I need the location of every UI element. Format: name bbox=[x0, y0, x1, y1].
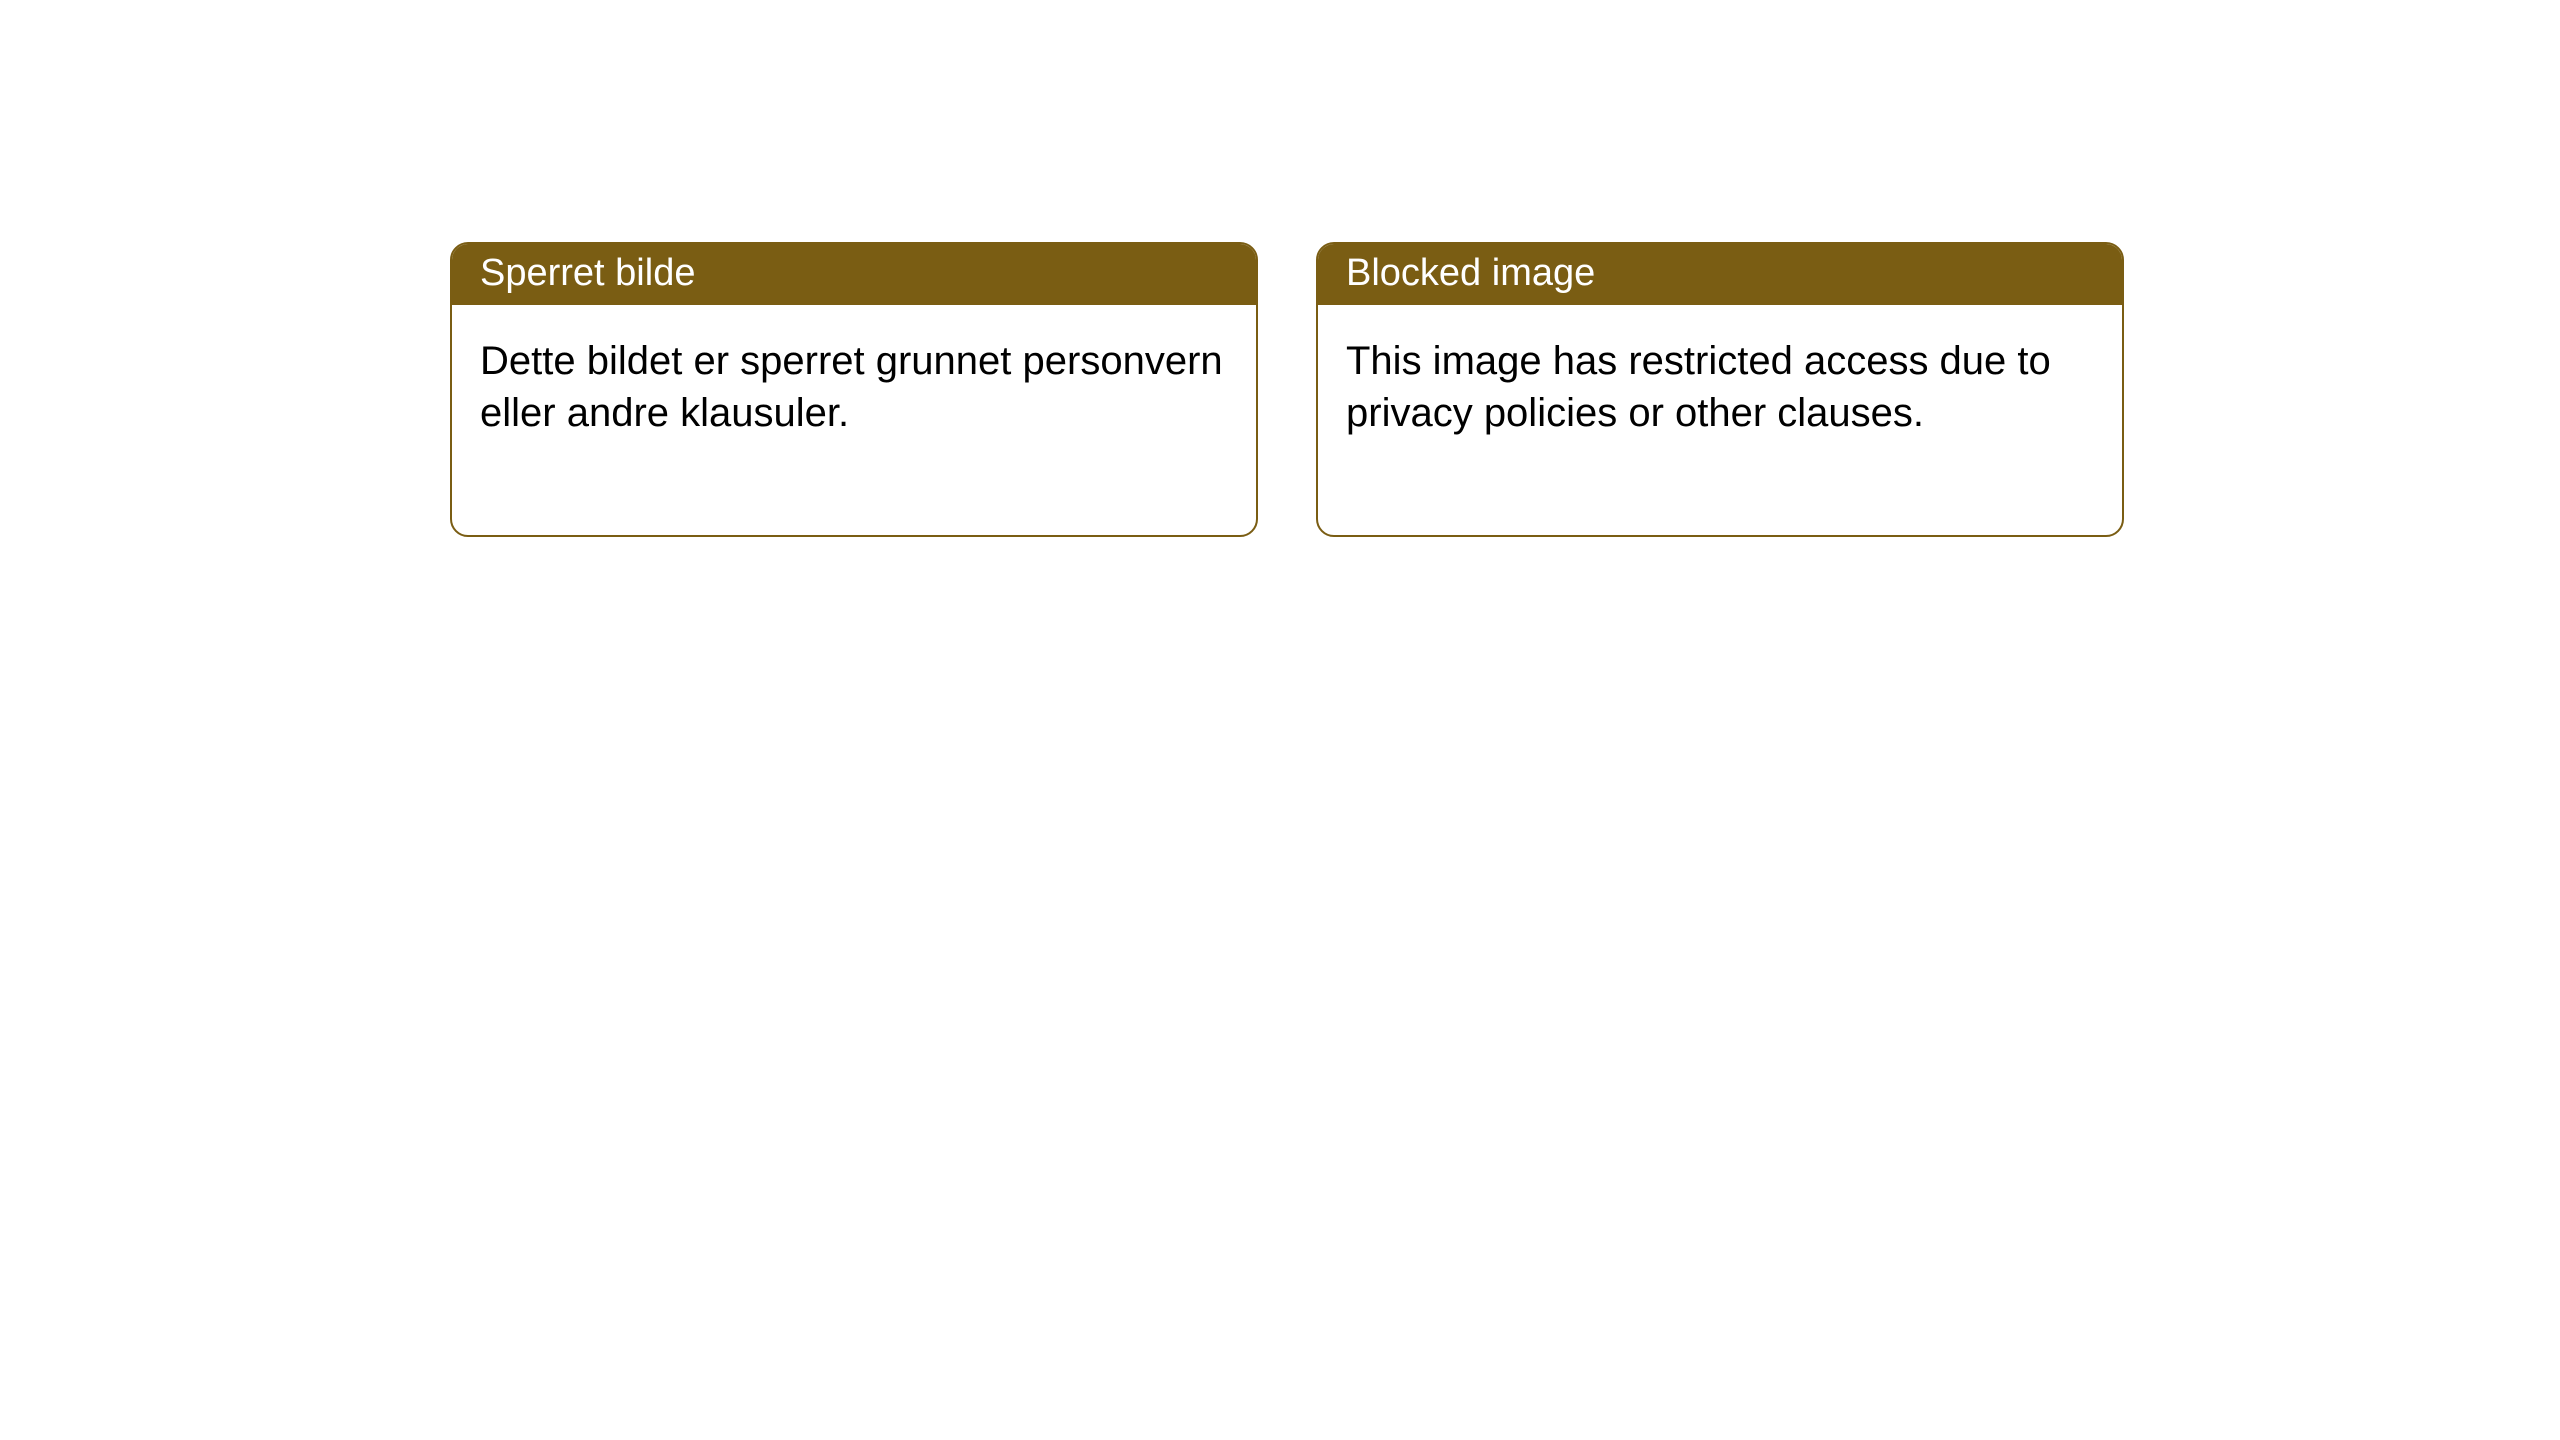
notice-body-text: Dette bildet er sperret grunnet personve… bbox=[480, 339, 1223, 435]
notice-box-english: Blocked image This image has restricted … bbox=[1316, 242, 2124, 537]
notice-title: Sperret bilde bbox=[480, 252, 695, 294]
notice-body-text: This image has restricted access due to … bbox=[1346, 339, 2051, 435]
notice-container: Sperret bilde Dette bildet er sperret gr… bbox=[0, 0, 2560, 537]
notice-header: Sperret bilde bbox=[452, 244, 1256, 305]
notice-header: Blocked image bbox=[1318, 244, 2122, 305]
notice-title: Blocked image bbox=[1346, 252, 1595, 294]
notice-body: This image has restricted access due to … bbox=[1318, 305, 2122, 535]
notice-box-norwegian: Sperret bilde Dette bildet er sperret gr… bbox=[450, 242, 1258, 537]
notice-body: Dette bildet er sperret grunnet personve… bbox=[452, 305, 1256, 535]
